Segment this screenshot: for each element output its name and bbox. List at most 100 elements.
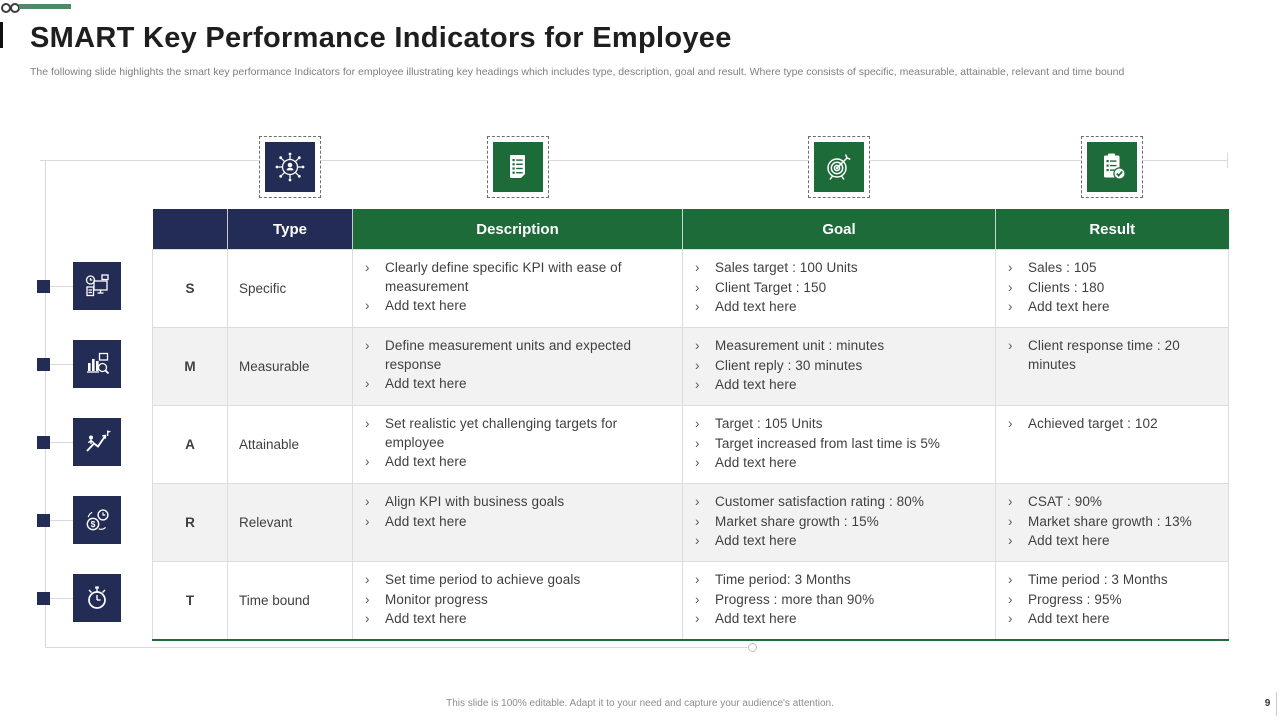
table-row[interactable]: T Time bound › Set time period to achieve g…	[152, 561, 1229, 641]
icon-tile	[493, 142, 543, 192]
bullet-text: Add text here	[385, 611, 467, 626]
stopwatch-icon[interactable]	[73, 574, 121, 622]
bullet-marker-icon: ›	[365, 591, 370, 607]
rail-bullet-square	[37, 280, 50, 293]
rail-connector	[50, 286, 73, 287]
growth-achievement-icon[interactable]	[73, 418, 121, 466]
bullet-item: › Add text here	[363, 610, 676, 629]
bullet-item: › Add text here	[1006, 532, 1222, 551]
value-time-icon[interactable]: $	[73, 496, 121, 544]
rail-bullet-square	[37, 592, 50, 605]
bullet-marker-icon: ›	[1008, 416, 1013, 431]
chart-analysis-icon[interactable]	[73, 340, 121, 388]
bullet-item: › Set time period to achieve goals	[363, 571, 676, 590]
bullet-marker-icon: ›	[1008, 513, 1013, 529]
row-goal: › Measurement unit : minutes › Client reply…	[682, 327, 996, 406]
bullet-item: › Add text here	[363, 453, 676, 472]
bullet-item: › Progress : 95%	[1006, 591, 1222, 610]
bullet-item: › CSAT : 90%	[1006, 493, 1222, 512]
row-description: › Clearly define specific KPI with ease o…	[352, 249, 683, 328]
rail-connector	[50, 520, 73, 521]
bullet-marker-icon: ›	[365, 572, 370, 587]
bullet-item: › Client reply : 30 minutes	[693, 357, 989, 376]
header-result: Result	[995, 209, 1229, 250]
bullet-text: Align KPI with business goals	[385, 494, 565, 509]
bullet-marker-icon: ›	[695, 591, 700, 607]
header-type: Type	[227, 209, 353, 250]
footer-note: This slide is 100% editable. Adapt it to…	[446, 698, 834, 709]
bullet-text: Add text here	[1028, 533, 1110, 548]
bullet-item: › Achieved target : 102	[1006, 415, 1222, 434]
bullet-text: Client Target : 150	[715, 279, 827, 295]
page-subtitle[interactable]: The following slide highlights the smart…	[30, 66, 1125, 78]
bullet-text: Add text here	[1028, 299, 1110, 314]
bullet-item: › Add text here	[1006, 610, 1222, 629]
row-description: › Define measurement units and expected r…	[352, 327, 683, 406]
kpi-dashboard-icon[interactable]	[73, 262, 121, 310]
bullet-item: › Sales : 105	[1006, 259, 1222, 278]
kpi-table[interactable]: Type Description Goal Result S Specific › C…	[152, 209, 1229, 641]
bullet-item: › Clearly define specific KPI with ease o…	[363, 259, 676, 296]
row-type: Attainable	[227, 405, 353, 484]
bullet-item: › Add text here	[363, 297, 676, 316]
bullet-text: Sales : 105	[1028, 260, 1097, 275]
header-letter	[152, 209, 228, 250]
rail-bullet-square	[37, 514, 50, 527]
bullet-marker-icon: ›	[365, 298, 370, 313]
bullet-item: › Monitor progress	[363, 591, 676, 610]
row-letter: S	[152, 249, 228, 328]
bullet-item: › Add text here	[693, 454, 989, 473]
row-description: › Align KPI with business goals › Add text …	[352, 483, 683, 562]
table-row[interactable]: A Attainable › Set realistic yet challengin…	[152, 405, 1229, 484]
row-result: › Time period : 3 Months › Progress : 95% › A…	[995, 561, 1229, 641]
page-title[interactable]: SMART Key Performance Indicators for Emp…	[30, 22, 732, 54]
bullet-marker-icon: ›	[1008, 533, 1013, 548]
report-list-icon[interactable]	[487, 136, 549, 198]
bullet-text: Add text here	[715, 611, 797, 626]
bullet-marker-icon: ›	[695, 611, 700, 626]
bullet-item: › Add text here	[1006, 298, 1222, 317]
bullet-marker-icon: ›	[695, 338, 700, 353]
bullet-item: › Target : 105 Units	[693, 415, 989, 434]
bullet-text: Add text here	[715, 455, 797, 470]
checklist-check-icon[interactable]	[1081, 136, 1143, 198]
connector-end-tick	[1227, 153, 1228, 168]
table-row[interactable]: S Specific › Clearly define specific KPI wi…	[152, 249, 1229, 328]
rail-bullet-square	[37, 358, 50, 371]
bullet-item: › Client Target : 150	[693, 279, 989, 298]
bullet-marker-icon: ›	[695, 260, 700, 275]
table-row[interactable]: M Measurable › Define measurement units and…	[152, 327, 1229, 406]
rail-connector	[50, 598, 73, 599]
bullet-item: › Add text here	[363, 375, 676, 394]
icon-tile	[1087, 142, 1137, 192]
bullet-marker-icon: ›	[365, 494, 370, 509]
table-row[interactable]: R Relevant › Align KPI with business goals ›…	[152, 483, 1229, 562]
row-result: › Achieved target : 102	[995, 405, 1229, 484]
row-description: › Set time period to achieve goals › Monito…	[352, 561, 683, 641]
bullet-marker-icon: ›	[365, 416, 370, 431]
row-letter: M	[152, 327, 228, 406]
bullet-marker-icon: ›	[365, 260, 370, 275]
bullet-text: Time period: 3 Months	[715, 572, 851, 587]
bullet-marker-icon: ›	[1008, 299, 1013, 314]
bullet-text: Add text here	[715, 299, 797, 314]
row-goal: › Customer satisfaction rating : 80% › Mark…	[682, 483, 996, 562]
bullet-marker-icon: ›	[1008, 260, 1013, 275]
target-arrow-icon[interactable]	[808, 136, 870, 198]
bullet-text: Progress : 95%	[1028, 591, 1122, 607]
selection-handle[interactable]	[748, 643, 757, 652]
bullet-text: CSAT : 90%	[1028, 494, 1103, 509]
page-number: 9	[1259, 692, 1277, 716]
bullet-text: Customer satisfaction rating : 80%	[715, 494, 924, 509]
person-network-icon[interactable]	[259, 136, 321, 198]
bullet-text: Add text here	[385, 376, 467, 391]
row-result: › Client response time : 20 minutes	[995, 327, 1229, 406]
bullet-item: › Market share growth : 15%	[693, 513, 989, 532]
svg-text:$: $	[91, 519, 96, 529]
bullet-text: Add text here	[715, 377, 797, 392]
bullet-marker-icon: ›	[695, 455, 700, 470]
horizontal-connector-line	[40, 160, 1228, 161]
bullet-text: Target increased from last time is 5%	[715, 435, 941, 451]
bullet-text: Target : 105 Units	[715, 416, 823, 431]
bullet-item: › Measurement unit : minutes	[693, 337, 989, 356]
